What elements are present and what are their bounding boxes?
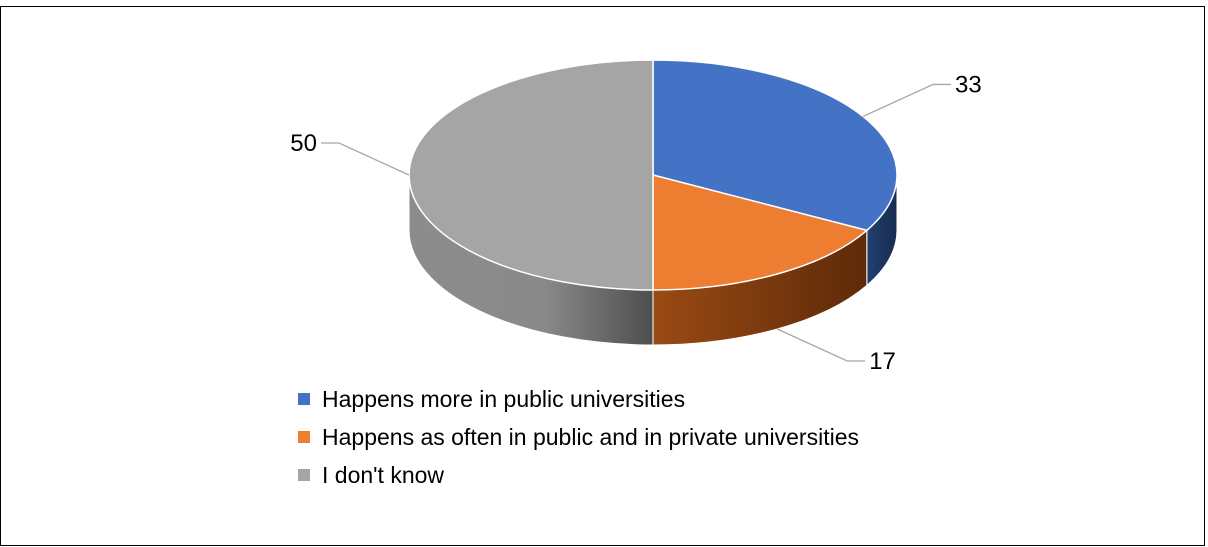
leader-line-1 xyxy=(776,328,866,362)
legend-label-0: Happens more in public universities xyxy=(322,385,686,412)
legend-item-2: I don't know xyxy=(298,456,859,494)
pie-slice-0 xyxy=(652,59,898,232)
pie-slice-1 xyxy=(652,174,869,291)
legend-swatch-2 xyxy=(298,469,310,481)
legend-label-1: Happens as often in public and in privat… xyxy=(322,423,859,450)
legend-label-2: I don't know xyxy=(322,461,445,488)
legend: Happens more in public universities Happ… xyxy=(298,380,859,494)
leader-line-2 xyxy=(321,142,410,176)
data-label-2: 50 xyxy=(290,130,317,157)
legend-swatch-1 xyxy=(298,431,310,443)
leader-line-0 xyxy=(862,83,952,118)
legend-item-0: Happens more in public universities xyxy=(298,380,859,418)
data-label-0: 33 xyxy=(955,71,982,98)
legend-swatch-0 xyxy=(298,393,310,405)
pie-slice-2 xyxy=(408,59,654,291)
legend-item-1: Happens as often in public and in privat… xyxy=(298,418,859,456)
data-label-1: 17 xyxy=(869,348,896,375)
